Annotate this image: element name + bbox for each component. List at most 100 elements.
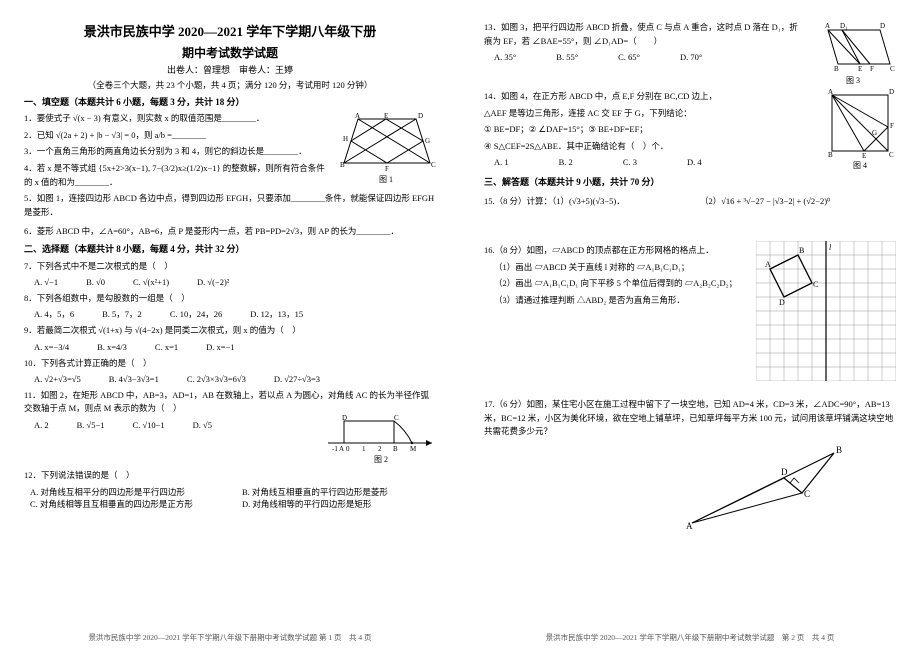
opt: A. 4，5，6 — [34, 308, 74, 321]
svg-text:A: A — [828, 88, 833, 96]
figure-1: A D B C E G H F 图 1 — [336, 111, 436, 186]
figure-2-caption: 图 2 — [326, 454, 436, 466]
svg-text:D: D — [781, 467, 788, 477]
svg-text:C: C — [813, 280, 818, 289]
svg-text:D₁: D₁ — [840, 22, 848, 30]
figure-2: DC AB M -10 12 图 2 — [326, 413, 436, 466]
section-3-head: 三、解答题（本题共计 9 小题，共计 70 分） — [484, 176, 896, 190]
opt: C. x=1 — [155, 341, 178, 354]
q12: 12．下列说法错误的是（ ） — [24, 469, 436, 483]
exam-title: 期中考试数学试题 — [24, 44, 436, 62]
school-title: 景洪市民族中学 2020—2021 学年下学期八年级下册 — [24, 22, 436, 42]
opt: B. x=4/3 — [97, 341, 127, 354]
opt: A. √−1 — [34, 276, 58, 289]
svg-text:-1: -1 — [332, 445, 338, 453]
svg-text:0: 0 — [346, 445, 350, 453]
q12b: B. 对角线互相垂直的平行四边形是菱形 — [242, 486, 436, 499]
svg-text:E: E — [384, 112, 388, 120]
opt: B. √0 — [86, 276, 105, 289]
svg-text:C: C — [889, 151, 894, 159]
svg-text:B: B — [393, 445, 398, 453]
svg-text:2: 2 — [378, 445, 382, 453]
svg-text:C: C — [890, 65, 895, 73]
q13-opts: A. 35° B. 55° C. 65° D. 70° — [494, 51, 804, 64]
q8-opts: A. 4，5，6 B. 5，7，2 C. 10，24，26 D. 12，13，1… — [34, 308, 436, 321]
svg-text:A: A — [339, 445, 344, 453]
opt: B. 4√3−3√3=1 — [109, 373, 159, 386]
figure-17: A B C D — [684, 443, 896, 533]
svg-text:H: H — [343, 135, 348, 143]
figure-16-grid: l AB D C — [756, 241, 896, 381]
svg-text:D: D — [889, 88, 894, 96]
intro-line: （全卷三个大题，共 23 个小题，共 4 页；满分 120 分，考试用时 120… — [24, 79, 436, 92]
svg-text:B: B — [828, 151, 833, 159]
svg-text:D: D — [880, 22, 885, 30]
q6: 6．菱形 ABCD 中，∠A=60°，AB=6，点 P 是菱形内一点，若 PB=… — [24, 225, 436, 239]
q9: 9．若最简二次根式 √(1+x) 与 √(4−2x) 是同类二次根式，则 x 的… — [24, 324, 436, 338]
opt: D. 4 — [687, 156, 702, 169]
footer-1: 景洪市民族中学 2020—2021 学年下学期八年级下册期中考试数学试题 第 1… — [0, 632, 460, 643]
q15: 15.（8 分）计算：（1）(√3+5)(√3−5)． — [484, 195, 680, 209]
opt: B. √5−1 — [77, 419, 105, 432]
q17: 17.（6 分）如图，某住宅小区在施工过程中留下了一块空地，已知 AD=4 米，… — [484, 398, 896, 439]
q12c: C. 对角线相等且互相垂直的四边形是正方形 — [30, 498, 224, 511]
opt: B. 2 — [559, 156, 573, 169]
opt: C. 10，24，26 — [170, 308, 222, 321]
q12a: A. 对角线互相平分的四边形是平行四边形 — [30, 486, 224, 499]
q7: 7．下列各式中不是二次根式的是（ ） — [24, 260, 436, 274]
figure-3: A D₁ D B E F C 图 3 — [810, 18, 896, 87]
opt: B. 5，7，2 — [102, 308, 142, 321]
svg-text:F: F — [870, 65, 874, 73]
svg-text:M: M — [410, 445, 417, 453]
svg-text:A: A — [355, 112, 360, 120]
opt: A. x=−3/4 — [34, 341, 69, 354]
svg-text:A: A — [825, 22, 830, 30]
opt: C. √10−1 — [133, 419, 165, 432]
svg-text:E: E — [862, 152, 866, 159]
opt: D. √27÷√3=3 — [274, 373, 320, 386]
svg-text:B: B — [836, 445, 842, 455]
figure-3-caption: 图 3 — [810, 75, 896, 87]
opt: D. 12，13，15 — [250, 308, 303, 321]
section-1-head: 一、填空题（本题共计 6 小题，每题 3 分，共计 18 分） — [24, 96, 436, 110]
opt: A. 1 — [494, 156, 509, 169]
section-2-head: 二、选择题（本题共计 8 小题，每题 4 分，共计 32 分） — [24, 243, 436, 257]
opt: A. √2+√3=√5 — [34, 373, 81, 386]
svg-text:B: B — [799, 246, 804, 255]
q9-opts: A. x=−3/4 B. x=4/3 C. x=1 D. x=−1 — [34, 341, 436, 354]
figure-1-caption: 图 1 — [336, 174, 436, 186]
page-1: 景洪市民族中学 2020—2021 学年下学期八年级下册 期中考试数学试题 出卷… — [0, 0, 460, 651]
svg-text:B: B — [834, 65, 839, 73]
opt: D. x=−1 — [206, 341, 234, 354]
svg-text:C: C — [431, 161, 436, 169]
q10: 10．下列各式计算正确的是（ ） — [24, 357, 436, 371]
opt: A. 35° — [494, 51, 516, 64]
svg-text:D: D — [342, 414, 347, 422]
svg-text:C: C — [804, 489, 810, 499]
q15b: （2）√16 + ³√−27 − |√3−2| + (√2−2)⁰ — [700, 195, 896, 209]
svg-text:F: F — [385, 165, 389, 173]
q7-opts: A. √−1 B. √0 C. √(x²+1) D. √(−2)² — [34, 276, 436, 289]
opt: D. √(−2)² — [197, 276, 229, 289]
opt: D. 70° — [680, 51, 702, 64]
opt: C. 2√3×3√3=6√3 — [187, 373, 246, 386]
q10-opts: A. √2+√3=√5 B. 4√3−3√3=1 C. 2√3×3√3=6√3 … — [34, 373, 436, 386]
svg-text:l: l — [829, 243, 832, 252]
q11: 11．如图 2，在矩形 ABCD 中，AB=3，AD=1，AB 在数轴上，若以点… — [24, 389, 436, 416]
opt: D. √5 — [193, 419, 212, 432]
q11-opts: A. 2 B. √5−1 C. √10−1 D. √5 — [34, 419, 320, 432]
q12d: D. 对角线相等的平行四边形是矩形 — [242, 498, 436, 511]
q5: 5．如图 1，连接四边形 ABCD 各边中点，得到四边形 EFGH，只要添加__… — [24, 192, 436, 219]
svg-text:A: A — [765, 260, 771, 269]
svg-text:B: B — [340, 161, 345, 169]
svg-text:G: G — [425, 137, 430, 145]
figure-4-caption: 图 4 — [824, 160, 896, 172]
q14-opts: A. 1 B. 2 C. 3 D. 4 — [494, 156, 818, 169]
opt: C. 65° — [618, 51, 640, 64]
svg-text:E: E — [858, 65, 862, 73]
svg-text:A: A — [686, 521, 693, 531]
author-line: 出卷人：曾理想 审卷人：王婷 — [24, 64, 436, 78]
q8: 8．下列各组数中，是勾股数的一组是（ ） — [24, 292, 436, 306]
opt: C. 3 — [623, 156, 637, 169]
svg-text:D: D — [418, 112, 423, 120]
